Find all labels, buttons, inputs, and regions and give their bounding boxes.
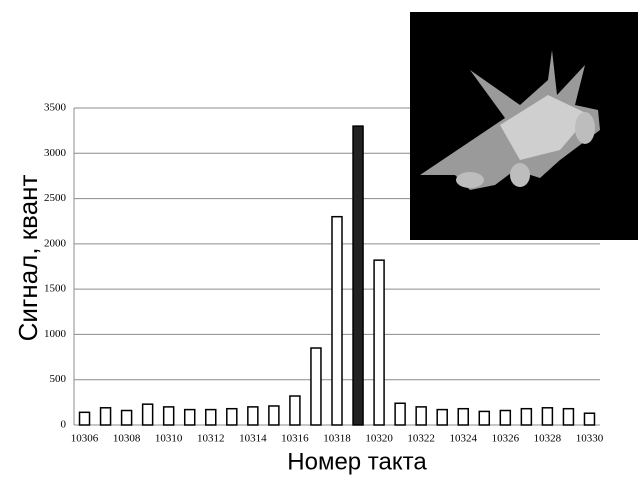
bar: [415, 406, 427, 426]
bar: [541, 407, 554, 426]
bar: [436, 408, 448, 426]
bar: [331, 215, 343, 426]
bar: [120, 409, 133, 426]
y-axis-label: Сигнал, квант: [13, 174, 43, 341]
x-tick-label: 10324: [449, 433, 477, 445]
x-tick-label: 10318: [323, 433, 351, 445]
bar: [310, 347, 322, 426]
x-tick-label: 10314: [239, 433, 267, 445]
bar: [268, 405, 280, 426]
plot-area: 0 500 1000 1500 2000 2500 3000 3500 10306 10308 10…: [44, 102, 604, 445]
bar: [226, 407, 238, 426]
x-tick-label: 10322: [407, 433, 435, 445]
bar: [499, 409, 512, 426]
bar: [247, 406, 259, 426]
aircraft-pod: [510, 163, 530, 187]
bar: [183, 408, 196, 426]
y-tick-label: 1000: [44, 328, 67, 340]
x-tick-label: 10306: [71, 433, 99, 445]
x-tick-label: 10312: [197, 433, 225, 445]
bar: [373, 259, 385, 426]
y-tick-label: 3500: [44, 102, 67, 114]
y-tick-label: 2000: [44, 237, 67, 249]
bar: [162, 406, 175, 426]
y-tick-label: 1500: [44, 283, 67, 295]
x-tick-label: 10316: [281, 433, 309, 445]
bar: [205, 408, 217, 426]
aircraft-image: [410, 12, 638, 240]
bar: [99, 407, 112, 426]
x-tick-label: 10328: [534, 433, 562, 445]
y-tick-label: 500: [50, 373, 67, 385]
bar: [289, 395, 301, 426]
x-tick-label: 10308: [113, 433, 141, 445]
bar: [583, 412, 596, 426]
aircraft-pod: [456, 172, 484, 188]
x-tick-label: 10330: [576, 433, 604, 445]
x-tick-label: 10320: [365, 433, 393, 445]
bar: [520, 407, 533, 426]
y-tick-label: 3000: [44, 147, 67, 159]
x-tick-label: 10310: [155, 433, 183, 445]
bar: [562, 407, 575, 426]
y-tick-label: 2500: [44, 192, 67, 204]
bar: [478, 410, 491, 426]
x-axis-label: Номер такта: [287, 448, 427, 475]
y-tick-label: 0: [61, 419, 67, 431]
bar: [141, 403, 154, 426]
bar: [457, 407, 469, 426]
aircraft-pod: [575, 112, 595, 144]
bar: [78, 411, 91, 426]
aircraft-highlight: [500, 95, 590, 160]
x-tick-label: 10326: [492, 433, 520, 445]
bar: [394, 402, 406, 426]
bar: [352, 125, 364, 426]
